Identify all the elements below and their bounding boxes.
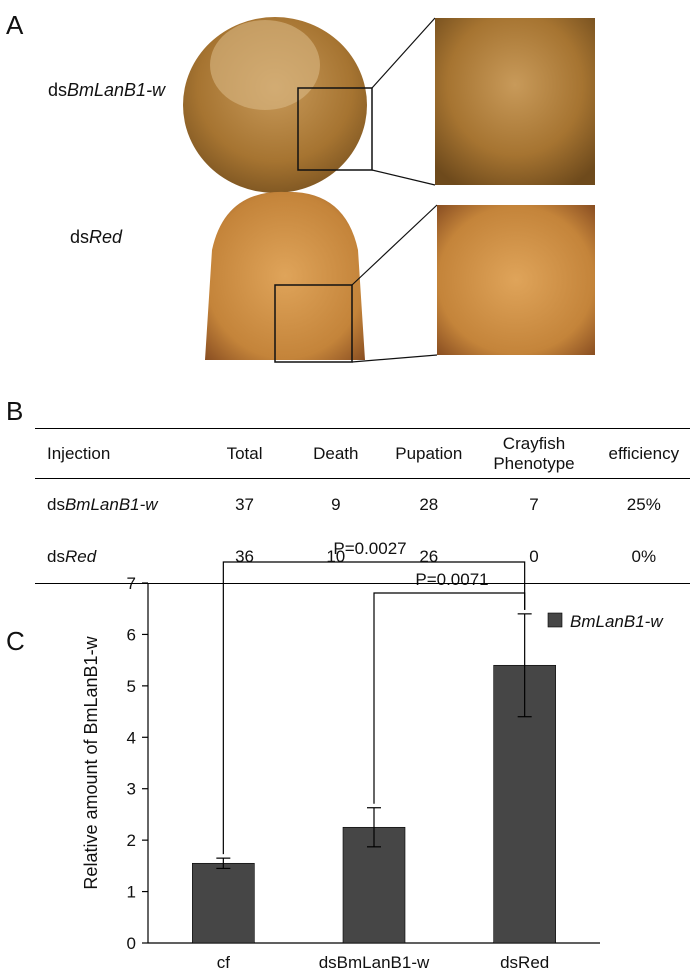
- label-part: ds: [70, 227, 89, 247]
- x-tick-label: dsRed: [500, 953, 549, 972]
- y-tick-label: 1: [127, 883, 136, 902]
- bar-chart: 0 1 2 3 4 5 6 7 Relative amount of BmLanB1-w cf ds…: [81, 539, 664, 972]
- results-table: Injection Total Death Pupation Crayfish Phen…: [35, 428, 690, 584]
- significance-bracket: [373, 592, 526, 804]
- zoom-line: [371, 169, 436, 186]
- table-cell: 25%: [626, 495, 661, 514]
- row-label: dsRed: [70, 227, 123, 247]
- cell-part: Red: [64, 547, 97, 566]
- header-cell: Crayfish Phenotype: [470, 428, 598, 479]
- y-tick-label: 4: [127, 728, 136, 747]
- cell-part: ds: [47, 547, 65, 566]
- cell-part: BmLanB1-w: [64, 495, 158, 514]
- header-row: Injection Total Death Pupation Crayfish Phen…: [35, 428, 690, 479]
- y-tick-label: 7: [127, 574, 136, 593]
- y-axis-label: Relative amount of BmLanB1-w: [81, 635, 101, 889]
- x-tick-label: cf: [217, 953, 231, 972]
- label-part: ds: [48, 80, 67, 100]
- zoom-box: [274, 284, 353, 363]
- x-tick-label: dsBmLanB1-w: [319, 953, 430, 972]
- table-cell: 0: [470, 531, 598, 584]
- header-cell: Pupation: [387, 428, 471, 479]
- table-cell: 26: [387, 531, 471, 584]
- label-part: BmLanB1-w: [67, 80, 166, 100]
- table-cell: 36: [204, 531, 285, 584]
- y-tick-label: 2: [127, 831, 136, 850]
- header-cell: efficiency: [597, 428, 690, 479]
- zoom-line: [351, 204, 438, 286]
- table-cell: 10: [284, 531, 388, 584]
- table-cell: 37: [235, 495, 254, 514]
- table-cell: dsRed: [35, 531, 205, 584]
- y-tick-label: 6: [127, 625, 136, 644]
- panel-label: B: [6, 396, 23, 426]
- bar: [192, 862, 255, 944]
- zoom-line: [371, 17, 436, 89]
- header-cell: Death: [284, 428, 388, 479]
- y-tick-label: 3: [127, 780, 136, 799]
- legend-swatch: [547, 612, 563, 628]
- header-cell: Total: [204, 428, 285, 479]
- photo-detail: [210, 20, 320, 110]
- panel-label: C: [6, 626, 25, 656]
- row-label: dsBmLanB1-w: [48, 80, 166, 100]
- table-cell: dsBmLanB1-w: [35, 479, 205, 532]
- cell-part: ds: [47, 495, 65, 514]
- header-cell: Injection: [35, 428, 205, 479]
- zoom-box: [297, 87, 373, 171]
- panel-label: A: [6, 10, 24, 40]
- table-cell: 7: [529, 495, 539, 514]
- zoom-photo: [437, 205, 595, 355]
- table-row: dsBmLanB1-w 37 9 28 7 25%: [35, 479, 690, 532]
- photo: [205, 191, 365, 360]
- table-row: dsRed 36 10 26 0 0%: [35, 531, 690, 584]
- y-tick-label: 5: [127, 677, 136, 696]
- zoom-photo: [435, 18, 595, 185]
- zoom-line: [351, 354, 438, 363]
- legend-label: BmLanB1-w: [570, 612, 664, 631]
- y-tick-label: 0: [127, 934, 136, 953]
- label-part: Red: [89, 227, 123, 247]
- table-cell: 0%: [597, 531, 690, 584]
- table-cell: 9: [331, 495, 341, 514]
- table-cell: 28: [419, 495, 439, 514]
